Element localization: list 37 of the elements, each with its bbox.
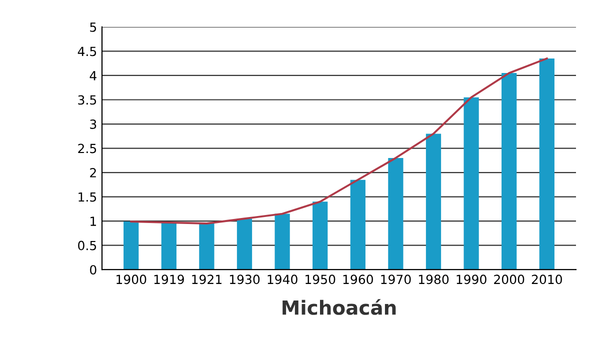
bar bbox=[388, 158, 404, 270]
y-tick-label: 5 bbox=[90, 22, 96, 32]
x-tick-label: 1960 bbox=[343, 274, 373, 284]
bar bbox=[312, 202, 328, 270]
y-tick-label: 3 bbox=[90, 119, 96, 129]
y-tick-label: 0 bbox=[90, 265, 96, 275]
x-tick-label: 1900 bbox=[116, 274, 146, 284]
x-tick-label: 1919 bbox=[154, 274, 184, 284]
x-tick-label: 1980 bbox=[418, 274, 449, 284]
bar bbox=[502, 73, 517, 270]
y-tick-label: 1.5 bbox=[78, 192, 96, 202]
text: Michoacán bbox=[282, 299, 396, 315]
x-tick-label: 2000 bbox=[494, 274, 524, 284]
x-tick-label: 1940 bbox=[268, 274, 298, 284]
bar bbox=[236, 218, 252, 270]
x-tick-label: 1970 bbox=[381, 274, 411, 284]
bar bbox=[161, 222, 176, 270]
y-tick-label: 3.5 bbox=[78, 95, 96, 105]
y-tick-label: 1 bbox=[90, 216, 96, 226]
bar bbox=[350, 180, 366, 270]
x-tick-label: 1950 bbox=[306, 274, 336, 284]
bar bbox=[199, 224, 214, 270]
bar bbox=[124, 222, 139, 270]
x-tick-label: 1990 bbox=[456, 274, 486, 284]
bar bbox=[464, 97, 479, 270]
x-tick-label: 2010 bbox=[532, 274, 562, 284]
bar bbox=[426, 134, 442, 270]
y-tick-label: 4 bbox=[90, 71, 96, 80]
x-tick-label: 1921 bbox=[192, 274, 222, 284]
y-tick-label: 2.5 bbox=[78, 144, 96, 154]
bar bbox=[539, 58, 554, 270]
y-tick-label: 2 bbox=[90, 168, 96, 178]
bar bbox=[274, 214, 290, 270]
y-tick-label: 4.5 bbox=[78, 46, 96, 56]
y-tick-label: 0.5 bbox=[78, 240, 96, 250]
x-tick-label: 1930 bbox=[230, 274, 260, 284]
line-series bbox=[130, 58, 548, 224]
